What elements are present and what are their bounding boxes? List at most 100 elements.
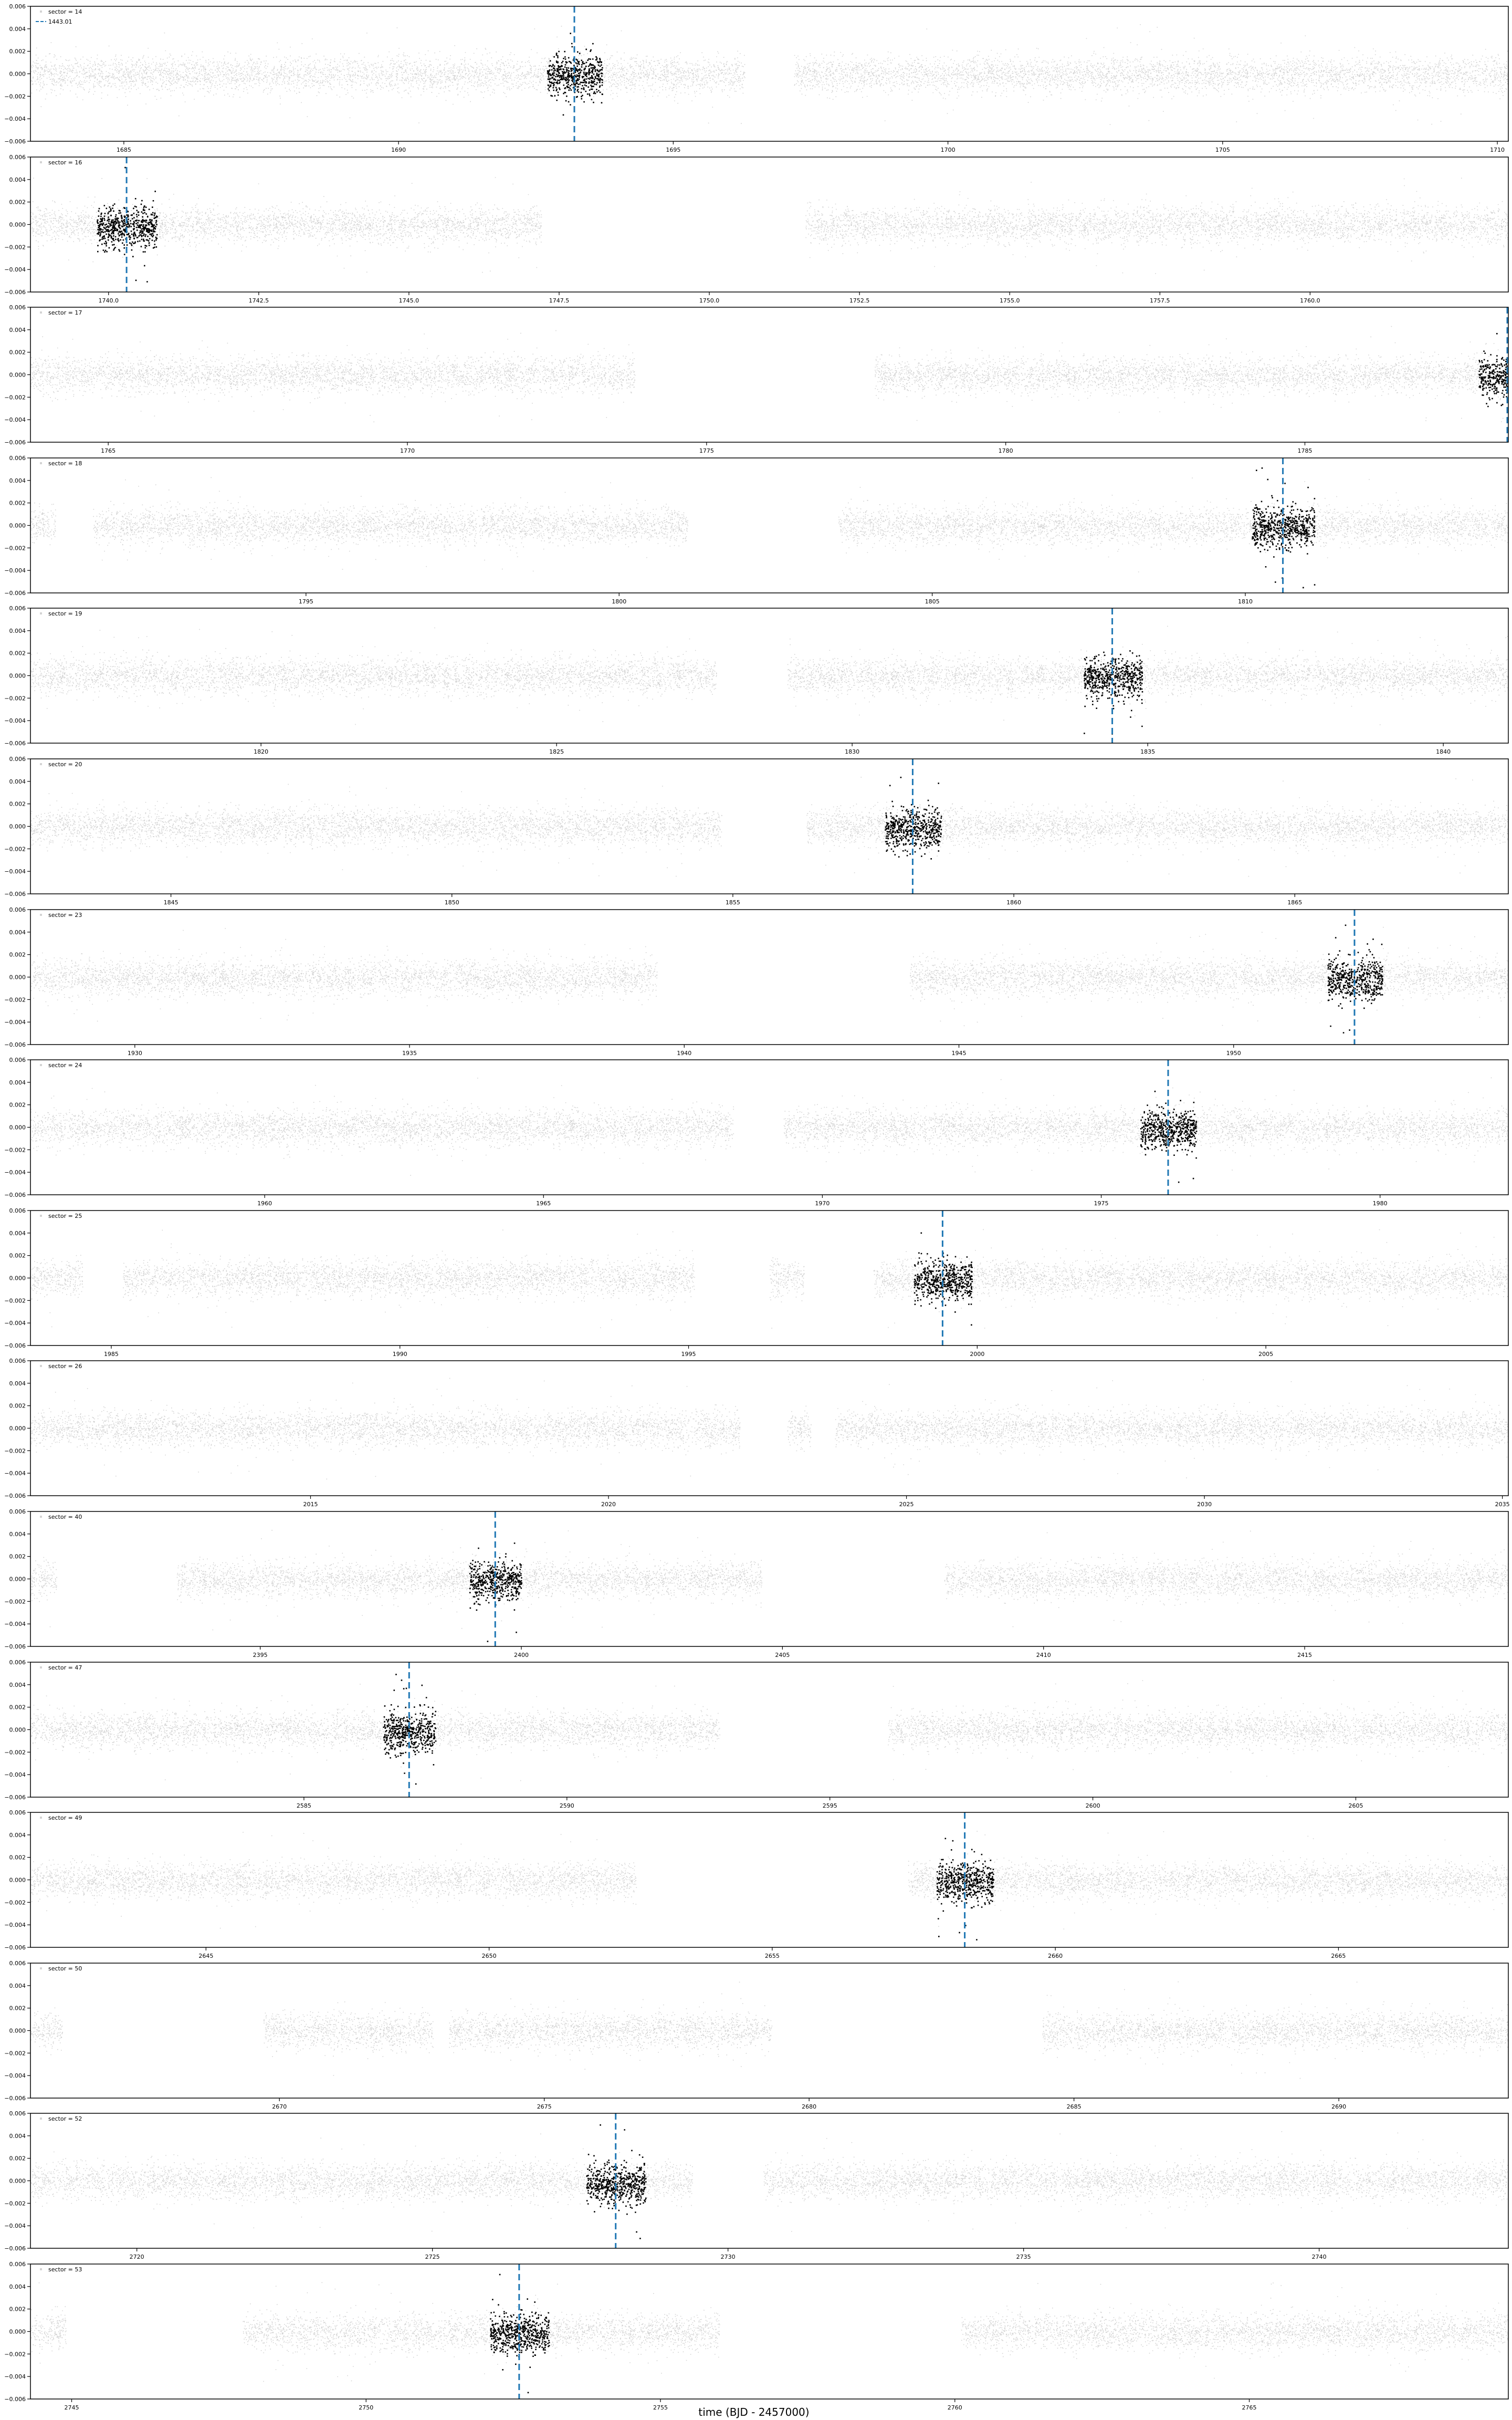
y-tick-label: −0.002 bbox=[4, 846, 26, 852]
legend-marker bbox=[40, 161, 42, 163]
x-tick-label: 1745.0 bbox=[399, 297, 419, 304]
x-tick-label: 1945 bbox=[952, 1050, 967, 1057]
y-tick-label: 0.004 bbox=[9, 1380, 26, 1387]
legend-marker bbox=[40, 763, 42, 765]
y-tick-label: −0.002 bbox=[4, 1297, 26, 1304]
y-tick-label: −0.006 bbox=[4, 891, 26, 898]
y-tick-label: −0.004 bbox=[4, 1470, 26, 1477]
legend-label: sector = 50 bbox=[48, 1965, 82, 1972]
y-tick-label: 0.004 bbox=[9, 929, 26, 936]
x-tick-label: 1965 bbox=[536, 1200, 551, 1207]
y-tick-label: 0.000 bbox=[9, 1124, 26, 1131]
y-tick-label: 0.006 bbox=[9, 906, 26, 913]
x-tick-label: 2405 bbox=[775, 1652, 790, 1658]
y-tick-label: −0.006 bbox=[4, 1643, 26, 1650]
x-tick-label: 1690 bbox=[391, 147, 406, 153]
y-tick-label: −0.002 bbox=[4, 2351, 26, 2358]
y-tick-label: 0.002 bbox=[9, 500, 26, 507]
x-tick-label: 1805 bbox=[925, 598, 940, 605]
x-tick-label: 2720 bbox=[130, 2254, 144, 2260]
y-tick-label: −0.002 bbox=[4, 1749, 26, 1756]
y-tick-label: −0.004 bbox=[4, 1320, 26, 1327]
legend-label: sector = 49 bbox=[48, 1814, 82, 1821]
legend-marker bbox=[40, 2118, 42, 2120]
x-tick-label: 1685 bbox=[117, 147, 131, 153]
x-tick-label: 1750.0 bbox=[699, 297, 720, 304]
y-tick-label: −0.006 bbox=[4, 2245, 26, 2252]
x-tick-label: 1845 bbox=[164, 899, 178, 906]
x-tick-label: 2015 bbox=[303, 1501, 318, 1508]
y-tick-label: −0.004 bbox=[4, 868, 26, 875]
y-tick-label: 0.002 bbox=[9, 1553, 26, 1560]
y-tick-label: 0.002 bbox=[9, 2155, 26, 2162]
x-tick-label: 1775 bbox=[699, 447, 714, 454]
x-tick-label: 2025 bbox=[899, 1501, 914, 1508]
x-tick-label: 2680 bbox=[802, 2103, 816, 2110]
x-tick-label: 1840 bbox=[1436, 748, 1451, 755]
y-tick-label: 0.004 bbox=[9, 1531, 26, 1538]
y-tick-label: 0.002 bbox=[9, 2005, 26, 2012]
y-tick-label: 0.002 bbox=[9, 1704, 26, 1711]
x-tick-label: 1995 bbox=[681, 1351, 696, 1358]
y-tick-label: −0.006 bbox=[4, 1794, 26, 1801]
x-tick-label: 1755.0 bbox=[1000, 297, 1020, 304]
x-tick-label: 2735 bbox=[1016, 2254, 1031, 2260]
y-tick-label: 0.002 bbox=[9, 952, 26, 958]
y-tick-label: 0.000 bbox=[9, 523, 26, 529]
y-tick-label: 0.000 bbox=[9, 2329, 26, 2335]
y-tick-label: −0.004 bbox=[4, 1922, 26, 1928]
x-tick-label: 2755 bbox=[653, 2404, 668, 2411]
x-tick-label: 2605 bbox=[1348, 1802, 1363, 1809]
y-tick-label: 0.006 bbox=[9, 1960, 26, 1967]
legend-marker bbox=[40, 462, 42, 464]
legend-marker bbox=[40, 311, 42, 314]
y-tick-label: −0.004 bbox=[4, 1019, 26, 1026]
legend-marker bbox=[40, 1817, 42, 1819]
legend-marker bbox=[40, 11, 42, 13]
x-tick-label: 1752.5 bbox=[849, 297, 870, 304]
y-tick-label: 0.000 bbox=[9, 2178, 26, 2185]
y-tick-label: 0.006 bbox=[9, 1358, 26, 1364]
x-tick-label: 1770 bbox=[400, 447, 415, 454]
y-tick-label: 0.004 bbox=[9, 327, 26, 333]
y-tick-label: 0.006 bbox=[9, 1659, 26, 1666]
y-tick-label: −0.006 bbox=[4, 439, 26, 446]
y-tick-label: 0.000 bbox=[9, 1275, 26, 1282]
y-tick-label: −0.006 bbox=[4, 2095, 26, 2102]
y-tick-label: 0.006 bbox=[9, 1809, 26, 1816]
y-tick-label: 0.004 bbox=[9, 2283, 26, 2290]
x-tick-label: 2665 bbox=[1331, 1953, 1346, 1959]
legend-marker bbox=[40, 1365, 42, 1367]
x-tick-label: 2000 bbox=[970, 1351, 984, 1358]
x-tick-label: 1855 bbox=[726, 899, 740, 906]
y-tick-label: 0.006 bbox=[9, 756, 26, 763]
y-tick-label: 0.004 bbox=[9, 1079, 26, 1086]
y-tick-label: −0.004 bbox=[4, 266, 26, 273]
x-axis-label: time (BJD - 2457000) bbox=[698, 2406, 809, 2418]
x-tick-label: 2020 bbox=[601, 1501, 616, 1508]
x-tick-label: 2750 bbox=[359, 2404, 373, 2411]
y-tick-label: −0.002 bbox=[4, 1598, 26, 1605]
y-tick-label: 0.004 bbox=[9, 1230, 26, 1237]
y-tick-label: 0.006 bbox=[9, 3, 26, 10]
y-tick-label: 0.000 bbox=[9, 1727, 26, 1734]
y-tick-label: 0.006 bbox=[9, 1057, 26, 1063]
x-tick-label: 2725 bbox=[425, 2254, 440, 2260]
y-tick-label: 0.000 bbox=[9, 974, 26, 981]
y-tick-label: −0.004 bbox=[4, 2223, 26, 2229]
x-tick-label: 1740.0 bbox=[99, 297, 119, 304]
x-tick-label: 2765 bbox=[1242, 2404, 1257, 2411]
y-tick-label: 0.002 bbox=[9, 48, 26, 55]
y-tick-label: −0.006 bbox=[4, 1493, 26, 1499]
y-tick-label: −0.006 bbox=[4, 740, 26, 747]
y-tick-label: 0.006 bbox=[9, 2110, 26, 2117]
y-tick-label: 0.000 bbox=[9, 1576, 26, 1583]
x-tick-label: 1975 bbox=[1094, 1200, 1109, 1207]
x-tick-label: 1760.0 bbox=[1300, 297, 1320, 304]
y-tick-label: −0.002 bbox=[4, 1146, 26, 1153]
y-tick-label: −0.004 bbox=[4, 1169, 26, 1176]
y-tick-label: −0.006 bbox=[4, 1342, 26, 1349]
legend-label: sector = 53 bbox=[48, 2266, 82, 2273]
y-tick-label: 0.000 bbox=[9, 372, 26, 379]
